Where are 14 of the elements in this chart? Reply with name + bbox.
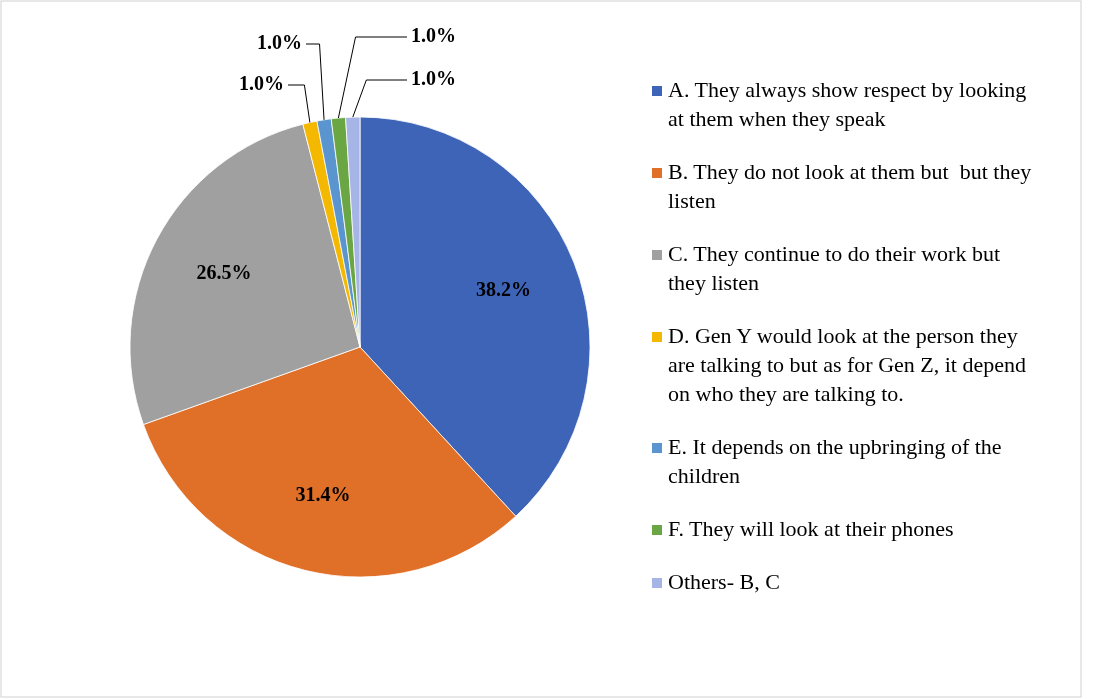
- data-label: 1.0%: [239, 71, 284, 94]
- data-label: 1.0%: [411, 23, 456, 46]
- data-label: 38.2%: [476, 277, 532, 300]
- legend-label: C. They continue to do their work but they listen: [668, 241, 1000, 296]
- data-label: 1.0%: [257, 30, 302, 53]
- legend-label: D. Gen Y would look at the person they are talking to but as for Gen Z, it depend on who they are talking to.: [668, 323, 1027, 407]
- data-label: 1.0%: [411, 66, 456, 89]
- legend-label: F. They will look at their phones: [668, 516, 954, 542]
- legend-label: A. They always show respect by looking at them when they speak: [668, 77, 1027, 132]
- legend-label: Others- B, C: [668, 569, 780, 595]
- data-label: 26.5%: [196, 261, 252, 284]
- legend-label: B. They do not look at them but but they listen: [668, 159, 1032, 214]
- legend-label: E. It depends on the upbringing of the children: [668, 434, 1002, 489]
- data-label: 31.4%: [295, 483, 351, 506]
